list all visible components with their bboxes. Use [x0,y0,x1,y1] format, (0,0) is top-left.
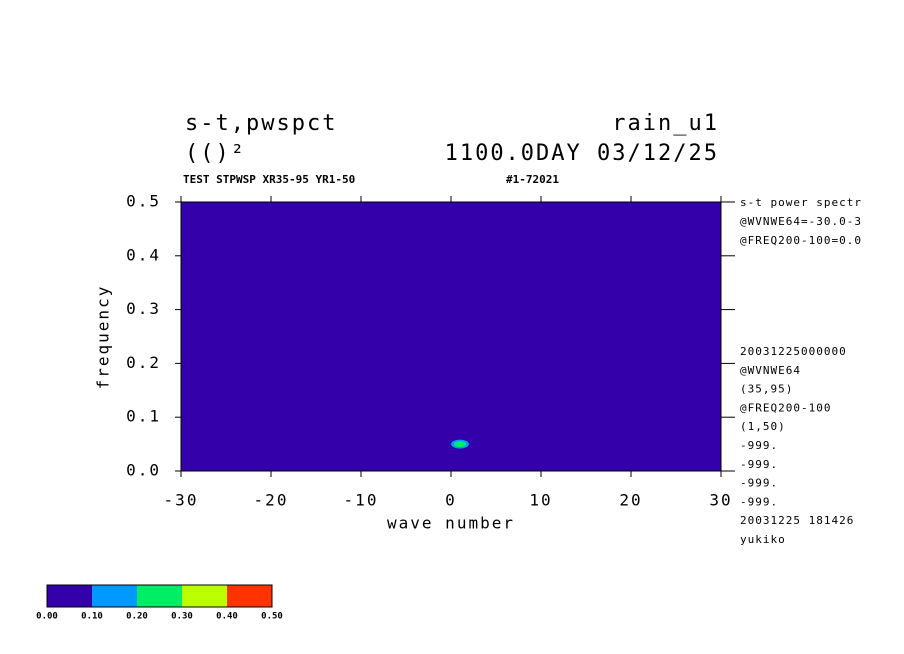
y-tick-label: 0.1 [126,407,161,426]
title-right: rain_u1 [612,111,719,136]
x-tick-label: -30 [164,491,199,510]
colorbar-box [47,585,92,607]
colorbar-box [137,585,182,607]
field-background [181,202,721,471]
side-note: -999. [740,439,778,452]
caption-right: #1-72021 [506,173,559,186]
colorbar-label: 0.10 [81,612,103,622]
side-note: (35,95) [740,383,793,396]
x-tick-label: -20 [254,491,289,510]
y-tick-label: 0.4 [126,245,161,264]
x-tick-label: 0 [445,491,457,510]
subtitle-left: (()² [185,141,246,166]
side-note: s-t power spectr [740,196,862,209]
side-note: 20031225 181426 [740,514,854,527]
side-note: -999. [740,495,778,508]
peak-contour [454,441,466,448]
x-axis-label: wave number [387,514,515,533]
x-tick-label: 20 [619,491,642,510]
colorbar-label: 0.40 [216,612,238,622]
side-note: @FREQ200-100 [740,401,831,414]
y-tick-label: 0.5 [126,192,161,211]
x-tick-label: -10 [344,491,379,510]
y-tick-label: 0.3 [126,299,161,318]
side-note: (1,50) [740,420,786,433]
y-tick-label: 0.0 [126,461,161,480]
caption-left: TEST STPWSP XR35-95 YR1-50 [183,173,355,186]
colorbar-label: 0.00 [36,612,58,622]
colorbar-box [182,585,227,607]
side-note: -999. [740,458,778,471]
y-tick-label: 0.2 [126,353,161,372]
side-note: 20031225000000 [740,345,847,358]
side-note: @FREQ200-100=0.0 [740,234,862,247]
colorbar-label: 0.20 [126,612,148,622]
y-axis-label: frequency [94,285,113,390]
colorbar-label: 0.30 [171,612,193,622]
x-tick-label: 30 [709,491,732,510]
subtitle-right: 1100.0DAY 03/12/25 [445,141,719,166]
side-note: @WVNWE64 [740,364,801,377]
side-note: -999. [740,477,778,490]
colorbar-box [92,585,137,607]
colorbar-box [227,585,272,607]
colorbar-frame [46,584,273,608]
title-left: s-t,pwspct [185,111,337,136]
side-note: @WVNWE64=-30.0-3 [740,215,862,228]
colorbar-label: 0.50 [261,612,283,622]
side-note: yukiko [740,533,786,546]
x-tick-label: 10 [529,491,552,510]
